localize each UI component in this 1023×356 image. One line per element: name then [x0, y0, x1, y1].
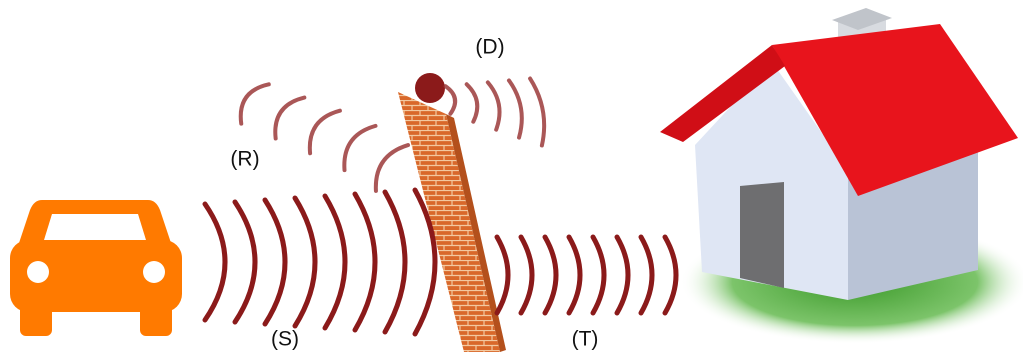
wave-arc [367, 139, 408, 191]
wave-arc [641, 237, 652, 313]
wave-arc [467, 83, 480, 122]
wave-arc [593, 237, 604, 313]
wave-arc [497, 237, 508, 313]
wave-arc [446, 85, 458, 114]
wave-arc [205, 204, 225, 320]
wave-arc [325, 196, 345, 328]
car [10, 200, 182, 336]
wave-arc [617, 237, 628, 313]
wave-arc [301, 104, 340, 153]
wave-arc [336, 120, 376, 171]
wave-arc [385, 192, 405, 332]
wave-arc [267, 91, 305, 138]
wave-arc [665, 237, 676, 313]
house [660, 8, 1023, 344]
wave-arc [509, 79, 526, 137]
wave-arc [545, 237, 556, 313]
diffracted-label: (D) [475, 36, 504, 59]
wave-arc [235, 202, 255, 322]
source-label: (S) [271, 328, 299, 351]
wave-arc [488, 81, 503, 129]
wave-arc [355, 194, 375, 330]
diagram: (D) (R) (S) (T) [0, 0, 1023, 356]
transmitted-label: (T) [572, 328, 599, 351]
wave-arc [265, 200, 285, 324]
wave-arc [569, 237, 580, 313]
wave-arc [295, 198, 315, 326]
wave-arc [530, 77, 549, 145]
wave-arc [232, 78, 269, 124]
reflected-label: (R) [230, 148, 259, 171]
wave-arc [521, 237, 532, 313]
